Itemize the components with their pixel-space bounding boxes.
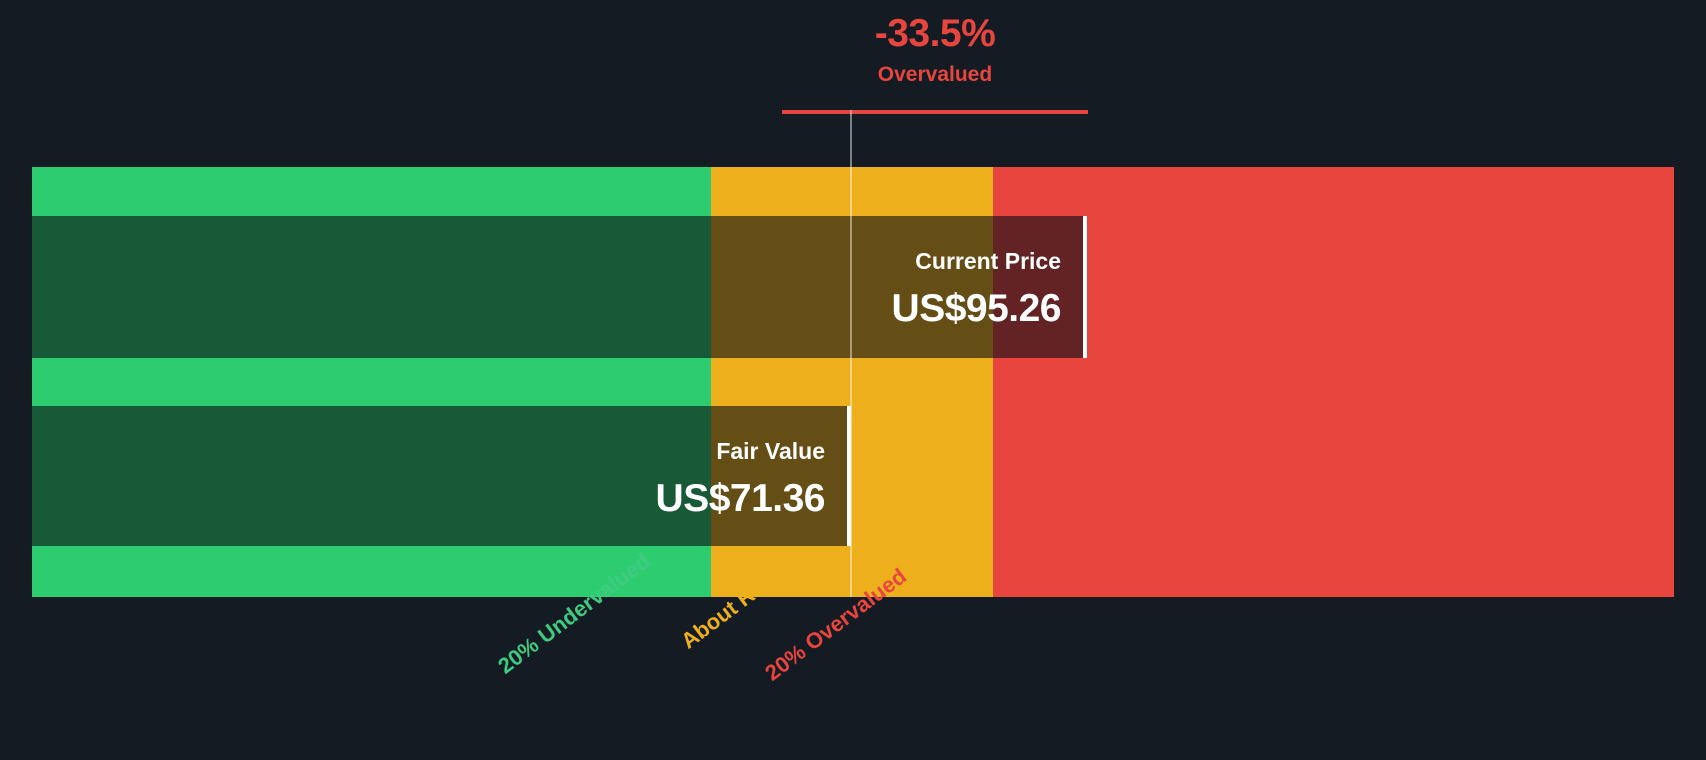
fair-value-value: US$71.36 [655, 477, 826, 520]
valuation-callout: -33.5% Overvalued [782, 14, 1088, 85]
valuation-percent: -33.5% [874, 12, 996, 55]
current-price-value: US$95.26 [891, 287, 1062, 330]
current-price-label: Current Price [915, 248, 1061, 274]
current-price-bar-shade [32, 216, 1087, 358]
fair-value-bar-shade [32, 406, 851, 546]
fair-value-label: Fair Value [716, 438, 825, 464]
fair-value-bar[interactable]: Fair Value US$71.36 [32, 406, 851, 546]
valuation-status: Overvalued [877, 63, 993, 86]
about-right-centre-line [850, 110, 852, 597]
callout-bracket [782, 110, 1088, 166]
zone-overvalued [993, 167, 1674, 597]
current-price-bar[interactable]: Current Price US$95.26 [32, 216, 1087, 358]
chart-plot-area: Current Price US$95.26 Fair Value US$71.… [32, 167, 1674, 597]
